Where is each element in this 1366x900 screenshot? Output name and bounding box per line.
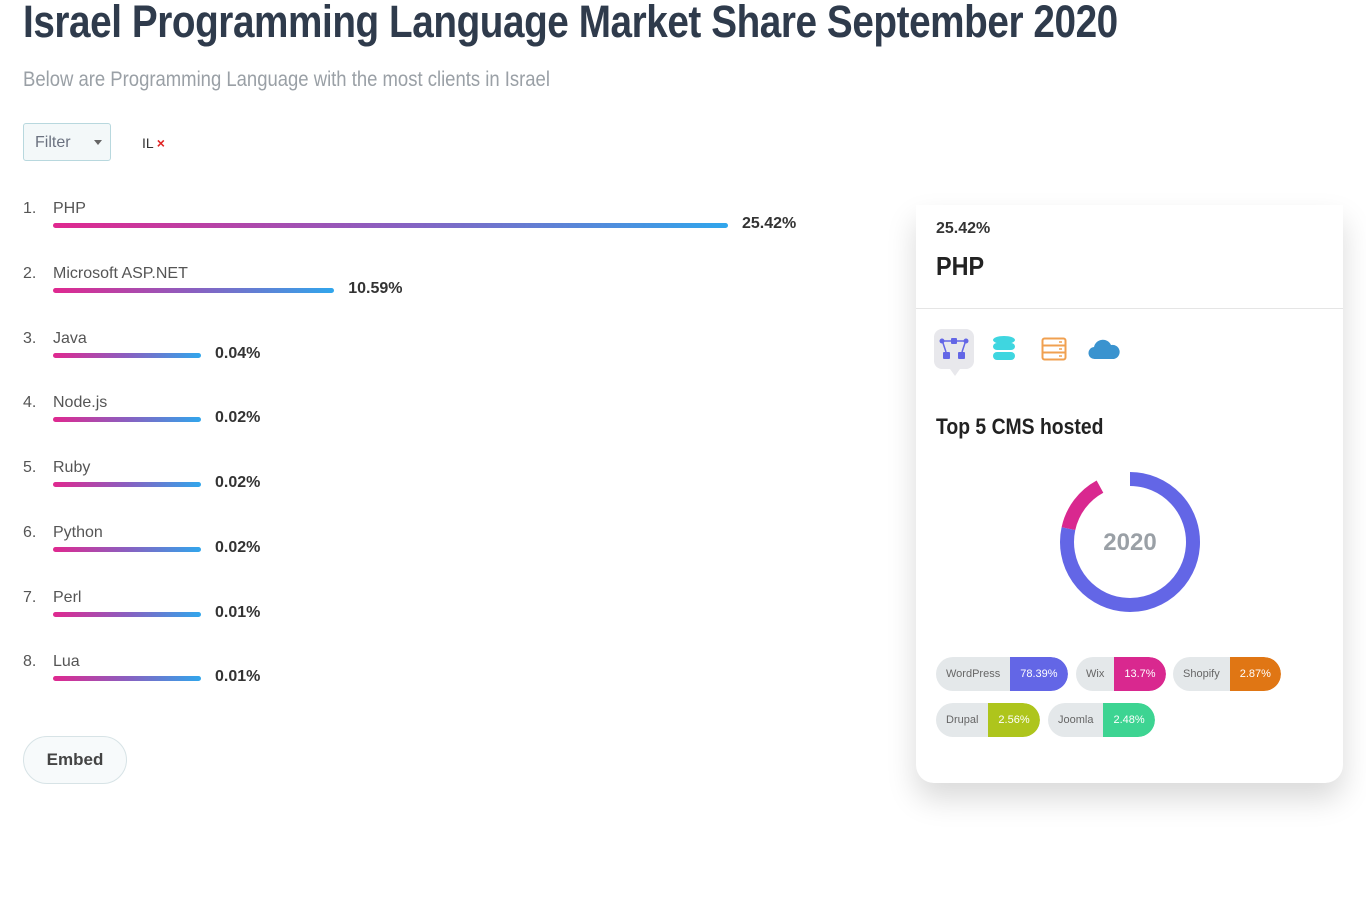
- share-bar: [53, 223, 728, 228]
- cms-badge-drupal: Drupal 2.56%: [936, 703, 1040, 737]
- share-bar: [53, 612, 201, 617]
- database-icon[interactable]: [984, 329, 1024, 369]
- share-value: 0.01%: [215, 668, 261, 685]
- cms-badge-wix: Wix 13.7%: [1076, 657, 1166, 691]
- cms-name: Joomla: [1048, 703, 1104, 737]
- share-value: 0.01%: [215, 604, 261, 621]
- share-bar: [53, 547, 201, 552]
- share-value: 0.02%: [215, 474, 261, 491]
- donut-center-label: 2020: [1103, 529, 1156, 556]
- divider: [916, 308, 1343, 309]
- language-name[interactable]: Ruby: [53, 459, 91, 476]
- language-name[interactable]: Python: [53, 524, 103, 541]
- share-bar: [53, 288, 335, 293]
- filter-dropdown[interactable]: Filter: [23, 123, 111, 161]
- page-subtitle: Below are Programming Language with the …: [23, 68, 550, 91]
- share-value: 0.04%: [215, 345, 261, 362]
- language-name[interactable]: Perl: [53, 589, 82, 606]
- rank: 3.: [23, 330, 37, 347]
- cms-donut-chart: 2020: [1060, 472, 1200, 612]
- rank: 4.: [23, 394, 37, 411]
- language-name[interactable]: PHP: [53, 200, 86, 217]
- share-bar: [53, 417, 201, 422]
- donut-segment-wix: [1061, 480, 1104, 531]
- cms-badge-shopify: Shopify 2.87%: [1173, 657, 1281, 691]
- card-percent: 25.42%: [936, 220, 991, 237]
- cms-share: 2.48%: [1103, 703, 1155, 737]
- network-icon[interactable]: [934, 329, 974, 376]
- cms-share: 78.39%: [1010, 657, 1068, 691]
- chevron-down-icon: [94, 140, 102, 145]
- card-language-name: PHP: [936, 251, 985, 281]
- cloud-icon[interactable]: [1084, 329, 1124, 369]
- filter-label: Filter: [35, 134, 71, 151]
- share-value: 0.02%: [215, 539, 261, 556]
- filter-tag-label: IL: [142, 135, 154, 151]
- remove-filter-icon[interactable]: ×: [156, 135, 165, 151]
- embed-button[interactable]: Embed: [23, 736, 127, 784]
- donut-segment-wordpress: [1060, 472, 1200, 612]
- cms-name: Wix: [1076, 657, 1115, 691]
- server-icon[interactable]: [1034, 329, 1074, 369]
- page-title: Israel Programming Language Market Share…: [23, 0, 1118, 47]
- share-bar: [53, 353, 201, 358]
- rank: 1.: [23, 200, 37, 217]
- detail-card: 25.42% PHP Top 5 CMS hosted 2020 WordPre…: [916, 205, 1343, 783]
- cms-name: Drupal: [936, 703, 989, 737]
- share-value: 0.02%: [215, 409, 261, 426]
- share-value: 25.42%: [742, 215, 797, 232]
- filter-tag-il: IL ×: [142, 135, 165, 151]
- cms-share: 13.7%: [1114, 657, 1166, 691]
- language-name[interactable]: Java: [53, 330, 87, 347]
- rank: 6.: [23, 524, 37, 541]
- share-bar: [53, 482, 201, 487]
- language-name[interactable]: Node.js: [53, 394, 108, 411]
- cms-title: Top 5 CMS hosted: [936, 414, 1104, 439]
- rank: 5.: [23, 459, 37, 476]
- share-value: 10.59%: [348, 280, 403, 297]
- cms-name: Shopify: [1173, 657, 1230, 691]
- cms-share: 2.56%: [988, 703, 1040, 737]
- cms-name: WordPress: [936, 657, 1011, 691]
- language-name[interactable]: Lua: [53, 653, 80, 670]
- language-name[interactable]: Microsoft ASP.NET: [53, 265, 188, 282]
- cms-badge-joomla: Joomla 2.48%: [1048, 703, 1155, 737]
- rank: 7.: [23, 589, 37, 606]
- cms-share: 2.87%: [1229, 657, 1281, 691]
- cms-badge-wordpress: WordPress 78.39%: [936, 657, 1068, 691]
- share-bar: [53, 676, 201, 681]
- rank: 2.: [23, 265, 37, 282]
- rank: 8.: [23, 653, 37, 670]
